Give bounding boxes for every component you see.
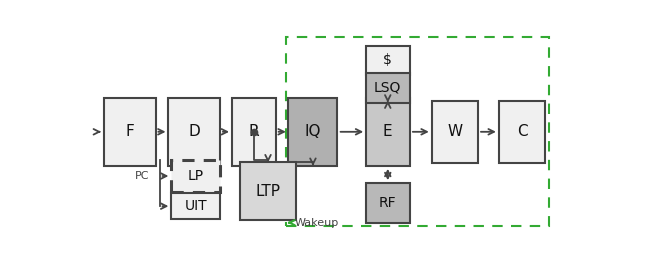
FancyBboxPatch shape — [168, 98, 220, 166]
FancyBboxPatch shape — [288, 98, 338, 166]
Text: IQ: IQ — [304, 124, 321, 139]
Text: W: W — [448, 124, 462, 139]
Text: $: $ — [384, 54, 392, 67]
Text: F: F — [125, 124, 134, 139]
FancyBboxPatch shape — [104, 98, 156, 166]
FancyBboxPatch shape — [432, 101, 478, 163]
FancyBboxPatch shape — [366, 73, 410, 103]
FancyBboxPatch shape — [240, 162, 296, 220]
Text: D: D — [188, 124, 200, 139]
Text: UIT: UIT — [184, 199, 207, 213]
Text: RF: RF — [379, 196, 396, 210]
FancyBboxPatch shape — [366, 183, 410, 223]
FancyBboxPatch shape — [499, 101, 545, 163]
FancyBboxPatch shape — [366, 46, 410, 75]
Text: R: R — [248, 124, 259, 139]
Text: PC: PC — [135, 171, 149, 181]
FancyBboxPatch shape — [232, 98, 276, 166]
FancyBboxPatch shape — [366, 98, 410, 166]
Text: E: E — [383, 124, 392, 139]
Text: LTP: LTP — [256, 183, 280, 199]
FancyBboxPatch shape — [171, 193, 220, 219]
Text: LP: LP — [188, 169, 204, 183]
FancyBboxPatch shape — [171, 161, 220, 192]
Text: LSQ: LSQ — [374, 81, 402, 94]
Text: Wakeup: Wakeup — [295, 218, 339, 228]
Text: C: C — [517, 124, 527, 139]
